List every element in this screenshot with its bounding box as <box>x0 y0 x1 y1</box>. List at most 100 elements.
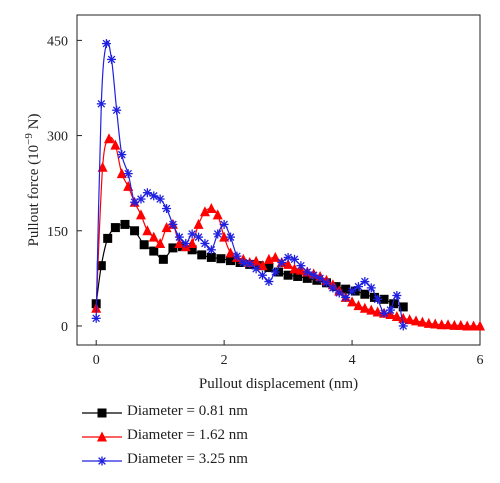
data-point <box>258 270 268 280</box>
data-point <box>360 289 370 299</box>
data-point <box>398 312 409 323</box>
data-point <box>162 204 172 214</box>
data-point <box>219 231 230 242</box>
data-point <box>110 223 120 233</box>
data-point <box>161 222 172 233</box>
data-point <box>389 299 399 309</box>
data-point <box>379 308 389 318</box>
data-point <box>360 277 370 287</box>
data-point <box>379 294 389 304</box>
pullout-force-chart: 0 2 4 6 0 150 300 450 Pullout displacement (nm)… <box>23 14 485 392</box>
legend-marker-1 <box>97 431 107 442</box>
y-axis-title-exponent: −9 <box>23 133 35 145</box>
data-point <box>283 252 293 262</box>
legend-swatch-1 <box>82 431 122 442</box>
data-point <box>168 243 178 253</box>
data-point <box>181 238 191 248</box>
data-point <box>155 237 166 248</box>
data-point <box>101 39 111 49</box>
data-point <box>139 240 149 250</box>
data-point <box>334 288 344 298</box>
legend-swatch-2 <box>82 456 122 466</box>
data-point <box>398 321 408 331</box>
data-point <box>436 319 447 330</box>
data-point <box>142 225 153 236</box>
series-2 <box>91 39 408 331</box>
data-point <box>296 261 306 271</box>
data-point <box>187 245 197 255</box>
data-point <box>293 271 303 281</box>
data-point <box>328 283 338 293</box>
data-point <box>245 259 255 269</box>
data-point <box>468 320 479 331</box>
data-point <box>219 219 229 229</box>
legend-swatch-0 <box>82 408 122 418</box>
data-point <box>443 319 454 330</box>
data-point <box>96 99 106 109</box>
data-point <box>462 320 473 331</box>
data-point <box>206 245 216 255</box>
data-point <box>174 232 184 242</box>
data-point <box>110 139 121 150</box>
legend-marker-0 <box>97 408 107 418</box>
legend-label-1: Diameter = 1.62 nm <box>127 427 248 443</box>
legend-label-0: Diameter = 0.81 nm <box>127 403 248 419</box>
data-point <box>96 261 106 271</box>
data-point <box>148 231 159 242</box>
data-point <box>213 229 223 239</box>
y-tick-label: 0 <box>61 320 68 335</box>
data-point <box>206 203 217 214</box>
data-point <box>136 194 146 204</box>
data-point <box>155 194 165 204</box>
data-point <box>347 286 357 296</box>
data-point <box>257 260 268 271</box>
data-point <box>226 256 236 266</box>
data-point <box>373 294 383 304</box>
data-point <box>411 315 422 326</box>
data-point <box>270 251 281 262</box>
data-point <box>347 296 358 307</box>
data-point <box>187 237 198 248</box>
data-point <box>107 54 117 64</box>
data-point <box>283 258 294 269</box>
y-tick-label: 450 <box>47 34 68 49</box>
data-point <box>194 232 204 242</box>
data-point <box>251 264 261 274</box>
data-point <box>199 206 210 217</box>
data-point <box>341 284 351 294</box>
data-point <box>212 209 223 220</box>
data-point <box>341 292 351 302</box>
data-point <box>158 254 168 264</box>
data-point <box>359 302 370 313</box>
data-point <box>398 302 408 312</box>
data-point <box>392 291 402 300</box>
data-point <box>372 306 383 317</box>
data-point <box>302 273 312 283</box>
data-point <box>449 319 460 330</box>
data-point <box>149 246 159 256</box>
plot-frame <box>76 14 481 346</box>
data-point <box>270 267 280 277</box>
axis-ticks: 0 2 4 6 0 150 300 450 <box>47 34 484 368</box>
data-point <box>168 219 178 229</box>
data-point <box>174 237 185 248</box>
data-point <box>385 305 395 315</box>
data-point <box>283 270 293 280</box>
x-axis-title: Pullout displacement (nm) <box>199 376 358 392</box>
data-point <box>366 283 376 293</box>
data-point <box>264 263 274 273</box>
data-point <box>206 252 216 262</box>
x-tick-label: 4 <box>349 353 356 368</box>
data-point <box>112 105 122 115</box>
data-point <box>200 238 210 248</box>
y-axis-title-main: Pullout force (10 <box>26 145 42 247</box>
data-point <box>123 169 133 179</box>
x-tick-label: 0 <box>93 353 100 368</box>
series-1 <box>91 133 485 331</box>
data-point <box>369 292 379 302</box>
data-point <box>417 316 428 327</box>
data-point <box>404 314 415 325</box>
x-tick-label: 6 <box>477 353 484 368</box>
y-axis-title: Pullout force (10−9 N) <box>23 114 42 247</box>
x-tick-label: 2 <box>221 353 228 368</box>
